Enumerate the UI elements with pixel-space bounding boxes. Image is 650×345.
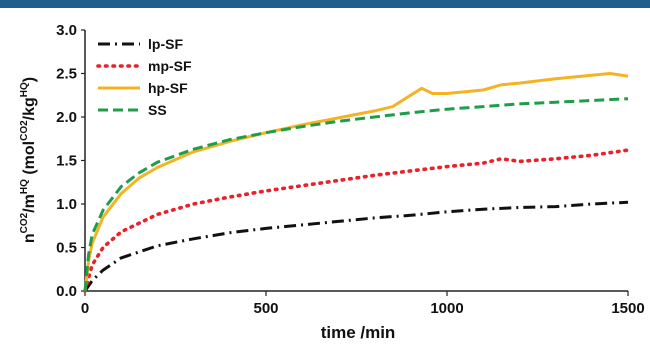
y-axis: 0.0 0.5 1.0 1.5 2.0 2.5 3.0: [56, 22, 86, 300]
y-tick-label: 3.0: [56, 22, 77, 39]
x-axis-title: time /min: [321, 323, 396, 342]
series-line-hp-sf: [83, 72, 629, 292]
x-axis: 0 500 1000 1500: [81, 290, 645, 317]
legend: lp-SF mp-SF hp-SF SS: [96, 36, 192, 118]
x-tick-label: 1000: [430, 300, 463, 317]
x-tick-label: 500: [253, 300, 278, 317]
y-tick-label: 1.0: [56, 196, 77, 213]
plot-series: [83, 72, 630, 293]
x-tick-label: 1500: [611, 300, 644, 317]
legend-label: SS: [148, 102, 167, 118]
y-tick-label: 0.0: [56, 283, 77, 300]
y-tick-label: 1.5: [56, 153, 77, 170]
series-line-mp-sf: [83, 148, 630, 293]
legend-label: mp-SF: [148, 58, 192, 74]
y-tick-label: 2.0: [56, 109, 77, 126]
legend-label: hp-SF: [148, 80, 188, 96]
x-tick-label: 0: [81, 300, 89, 317]
series-line-ss: [83, 97, 629, 292]
y-tick-label: 2.5: [56, 66, 77, 83]
series-line-lp-sf: [83, 200, 629, 292]
y-axis-title: nCO2/mHQ (molCO2/kgHQ): [19, 77, 38, 243]
legend-label: lp-SF: [148, 36, 183, 52]
y-tick-label: 0.5: [56, 240, 77, 257]
top-rule: [0, 0, 650, 8]
